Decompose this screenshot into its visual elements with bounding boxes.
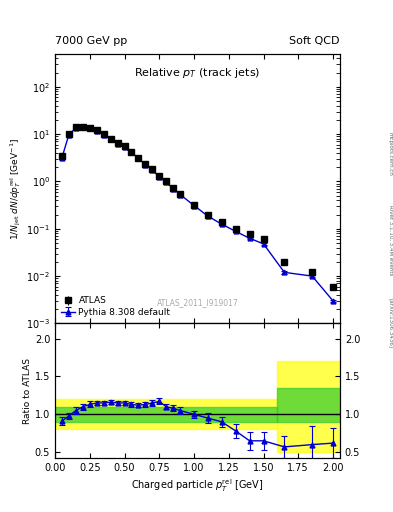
Bar — [277, 388, 340, 422]
Text: ATLAS_2011_I919017: ATLAS_2011_I919017 — [156, 298, 239, 307]
Y-axis label: Ratio to ATLAS: Ratio to ATLAS — [23, 358, 32, 424]
Text: Soft QCD: Soft QCD — [290, 36, 340, 46]
Y-axis label: $1/N_{\rm jet}\ dN/dp_T^{\rm rel}\ [\rm GeV^{-1}]$: $1/N_{\rm jet}\ dN/dp_T^{\rm rel}\ [\rm … — [9, 138, 24, 240]
Bar — [55, 399, 277, 430]
Text: Relative $p_T$ (track jets): Relative $p_T$ (track jets) — [134, 66, 261, 80]
Text: Rivet 3.1.10, 3.4M events: Rivet 3.1.10, 3.4M events — [388, 205, 393, 276]
Legend: ATLAS, Pythia 8.308 default: ATLAS, Pythia 8.308 default — [59, 294, 172, 319]
Text: 7000 GeV pp: 7000 GeV pp — [55, 36, 127, 46]
Text: [arXiv:1306.3436]: [arXiv:1306.3436] — [388, 297, 393, 348]
Bar — [277, 361, 340, 452]
X-axis label: Charged particle $p_T^{\rm rel}$ [GeV]: Charged particle $p_T^{\rm rel}$ [GeV] — [131, 477, 264, 494]
Text: mcplots.cern.ch: mcplots.cern.ch — [388, 132, 393, 176]
Bar — [55, 407, 277, 422]
